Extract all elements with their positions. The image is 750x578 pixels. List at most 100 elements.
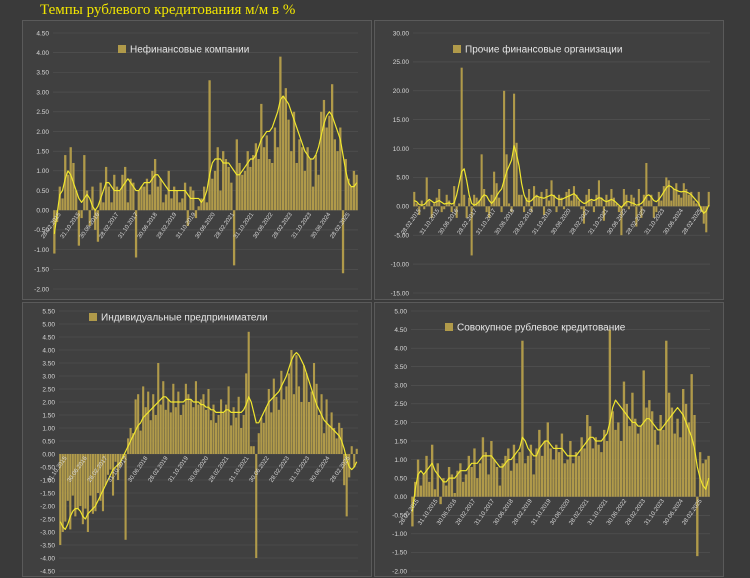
bar — [483, 189, 486, 207]
bar — [124, 166, 127, 211]
bar — [647, 200, 650, 207]
bar — [667, 180, 670, 207]
bar — [170, 198, 173, 211]
y-tick-label: 2.50 — [36, 109, 49, 116]
y-tick-label: 30.00 — [393, 30, 410, 37]
bar — [478, 200, 481, 207]
bar — [230, 182, 233, 211]
y-tick-label: 1.00 — [394, 457, 407, 464]
bar — [151, 170, 154, 211]
y-tick-label: 2.00 — [42, 399, 55, 406]
bar — [660, 200, 663, 207]
bar — [132, 433, 135, 454]
bar — [622, 381, 626, 497]
bar — [422, 474, 425, 497]
chart-panel-total: 5.00 4.50 4.00 3.50 3.00 2.50 2.00 1.50 1.00 0.50… — [374, 302, 724, 577]
y-tick-label: 1.50 — [36, 148, 49, 155]
bar — [272, 378, 275, 454]
bar — [465, 206, 468, 218]
bar — [487, 474, 490, 497]
bar — [543, 441, 547, 497]
bar — [265, 407, 268, 454]
bar — [614, 429, 617, 497]
bar — [574, 452, 578, 497]
bar — [634, 418, 637, 497]
x-tick-label: 31.10.2023 — [289, 455, 312, 484]
bar — [696, 496, 699, 557]
bar — [217, 415, 220, 454]
bar — [225, 404, 228, 454]
bar — [580, 206, 583, 210]
bar — [532, 474, 535, 497]
bar — [142, 386, 145, 454]
bar — [184, 383, 187, 454]
bar — [287, 373, 290, 454]
bar — [209, 420, 213, 454]
bar — [552, 194, 556, 207]
bar — [77, 210, 81, 246]
bar — [430, 444, 434, 497]
bar — [476, 478, 479, 497]
bar — [102, 202, 105, 211]
bar — [670, 407, 674, 497]
bar — [214, 422, 218, 454]
x-tick-label: 30.06.2020 — [188, 455, 211, 484]
y-tick-label: 4.50 — [394, 327, 407, 334]
bar — [611, 411, 614, 497]
bar — [126, 202, 130, 211]
bar — [665, 340, 668, 497]
bar — [271, 162, 274, 211]
bar — [243, 170, 247, 211]
bar — [591, 448, 595, 497]
bar — [227, 386, 230, 454]
bar — [344, 159, 347, 211]
bar — [284, 88, 287, 211]
bar — [79, 454, 82, 506]
bar — [615, 203, 618, 207]
bar — [91, 454, 94, 514]
y-tick-label: 0.50 — [42, 438, 55, 445]
bar — [503, 90, 506, 207]
bar — [75, 190, 78, 211]
bar — [659, 415, 662, 497]
bar — [222, 412, 225, 454]
bar — [538, 429, 541, 497]
bar — [470, 206, 473, 256]
bar — [270, 412, 273, 454]
bar — [500, 206, 503, 213]
bar — [132, 182, 135, 211]
bar — [425, 177, 428, 207]
bar — [232, 407, 235, 454]
bar — [562, 206, 566, 210]
bar — [630, 194, 633, 207]
bar — [493, 171, 496, 207]
y-tick-label: 3.50 — [36, 70, 49, 77]
bar — [238, 162, 241, 211]
bar — [515, 463, 518, 497]
bar — [468, 197, 471, 207]
bar — [636, 433, 640, 497]
bar — [72, 162, 75, 211]
bar — [295, 162, 298, 211]
bar — [306, 147, 309, 211]
bar — [625, 194, 628, 207]
bar — [260, 103, 263, 211]
bar — [262, 422, 265, 454]
bar — [631, 392, 634, 497]
y-tick-label: 1.50 — [394, 438, 407, 445]
bar — [627, 206, 630, 210]
bar — [192, 190, 195, 211]
y-tick-label: -1.00 — [392, 531, 407, 538]
bar — [268, 159, 271, 211]
y-tick-label: 2.50 — [394, 401, 407, 408]
y-tick-label: 4.00 — [42, 347, 55, 354]
y-tick-label: 0.00 — [396, 204, 409, 211]
bar — [343, 454, 346, 486]
bar — [425, 455, 428, 497]
bar — [257, 433, 260, 454]
bar — [350, 446, 353, 454]
bar — [436, 463, 439, 497]
bar — [64, 155, 67, 211]
y-tick-label: -0.50 — [392, 513, 407, 520]
bar — [330, 84, 334, 211]
